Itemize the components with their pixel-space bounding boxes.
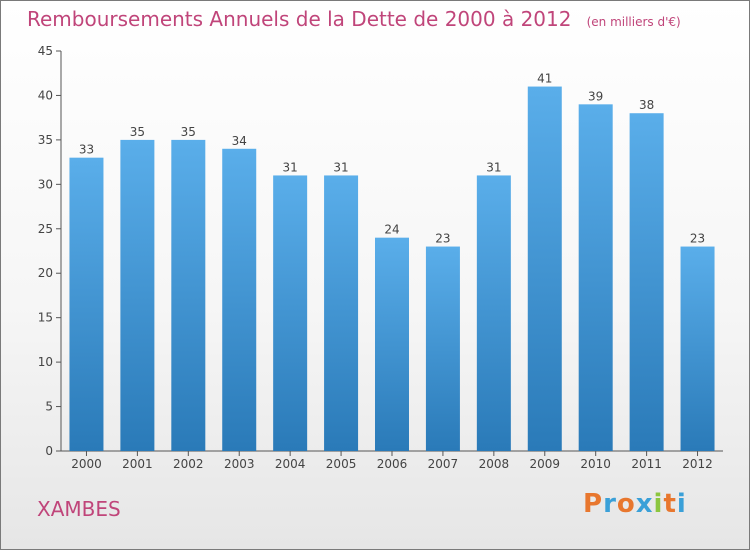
bar	[324, 175, 359, 451]
chart-title-block: Remboursements Annuels de la Dette de 20…	[27, 7, 681, 31]
bar-value-label: 23	[690, 232, 705, 246]
logo-letter: t	[663, 489, 677, 519]
bar	[375, 237, 409, 451]
bar-value-label: 31	[486, 160, 501, 174]
bar	[680, 246, 715, 451]
y-tick-label: 30	[38, 177, 53, 191]
bar-value-label: 24	[384, 223, 399, 237]
y-tick-label: 45	[38, 44, 53, 58]
bar	[425, 246, 460, 451]
bar	[476, 175, 511, 451]
bar	[222, 148, 257, 451]
bar-value-label: 31	[333, 160, 348, 174]
y-tick-label: 5	[45, 400, 53, 414]
x-tick-label: 2005	[326, 457, 357, 471]
logo-letter: i	[676, 489, 687, 519]
bar	[69, 157, 104, 451]
y-tick-label: 40	[38, 88, 53, 102]
x-tick-label: 2003	[224, 457, 255, 471]
x-tick-label: 2006	[377, 457, 408, 471]
bar-value-label: 31	[283, 160, 298, 174]
y-tick-label: 20	[38, 266, 53, 280]
bar-value-label: 35	[130, 125, 145, 139]
x-tick-label: 2009	[529, 457, 560, 471]
logo-letter: o	[616, 489, 636, 519]
bar	[120, 139, 155, 451]
chart-title: Remboursements Annuels de la Dette de 20…	[27, 7, 572, 31]
chart-unit-label: (en milliers d'€)	[586, 15, 681, 29]
x-tick-label: 2000	[71, 457, 102, 471]
x-tick-label: 2012	[682, 457, 713, 471]
chart-bars	[69, 86, 715, 452]
y-tick-label: 10	[38, 355, 53, 369]
chart-axes: 0 5 10 15 20 25 30 35 40 45 2000 2001 2002 2003 2004 20…	[38, 44, 723, 471]
bar	[273, 175, 308, 451]
logo-letter: x	[635, 489, 654, 519]
x-tick-label: 2008	[479, 457, 510, 471]
bar-value-label: 23	[435, 232, 450, 246]
y-tick-label: 0	[45, 444, 53, 458]
bar-value-label: 41	[537, 72, 552, 86]
logo-letter: i	[653, 489, 664, 519]
y-tick-label: 35	[38, 133, 53, 147]
bar-value-label: 35	[181, 125, 196, 139]
proxiti-logo: Proxiti	[583, 489, 687, 519]
logo-letter: r	[603, 489, 617, 519]
x-tick-label: 2010	[580, 457, 611, 471]
x-tick-label: 2007	[428, 457, 459, 471]
x-tick-label: 2011	[631, 457, 662, 471]
x-tick-label: 2002	[173, 457, 204, 471]
town-name: XAMBES	[37, 497, 121, 521]
bar-value-label: 34	[232, 134, 247, 148]
bar-value-label: 33	[79, 143, 94, 157]
y-tick-label: 25	[38, 222, 53, 236]
logo-letter: P	[583, 489, 604, 519]
bar-value-label: 39	[588, 89, 603, 103]
y-tick-label: 15	[38, 311, 53, 325]
bar	[527, 86, 562, 452]
bar	[629, 113, 664, 451]
x-tick-label: 2004	[275, 457, 306, 471]
bar	[578, 104, 613, 451]
bar-value-label: 38	[639, 98, 654, 112]
x-tick-label: 2001	[122, 457, 153, 471]
bar	[171, 139, 206, 451]
chart-data-labels: 33 35 35 34 31 31 24 23 31 41 39 38 23	[79, 72, 705, 246]
